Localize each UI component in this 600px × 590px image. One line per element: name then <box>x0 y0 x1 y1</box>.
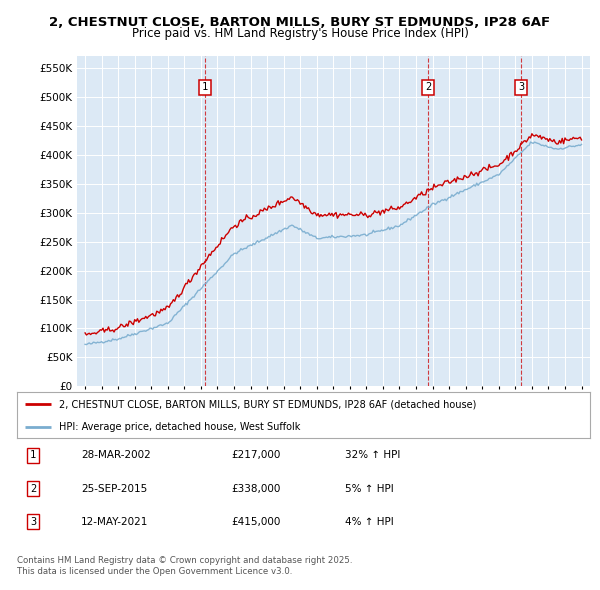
Text: 25-SEP-2015: 25-SEP-2015 <box>81 484 147 493</box>
Text: £217,000: £217,000 <box>231 451 280 460</box>
Text: 5% ↑ HPI: 5% ↑ HPI <box>345 484 394 493</box>
Text: 2: 2 <box>30 484 36 493</box>
Text: 2, CHESTNUT CLOSE, BARTON MILLS, BURY ST EDMUNDS, IP28 6AF (detached house): 2, CHESTNUT CLOSE, BARTON MILLS, BURY ST… <box>59 399 476 409</box>
Text: 28-MAR-2002: 28-MAR-2002 <box>81 451 151 460</box>
Text: 1: 1 <box>30 451 36 460</box>
Text: 3: 3 <box>30 517 36 526</box>
Text: Contains HM Land Registry data © Crown copyright and database right 2025.: Contains HM Land Registry data © Crown c… <box>17 556 352 565</box>
Text: This data is licensed under the Open Government Licence v3.0.: This data is licensed under the Open Gov… <box>17 566 292 576</box>
Text: 32% ↑ HPI: 32% ↑ HPI <box>345 451 400 460</box>
Text: 4% ↑ HPI: 4% ↑ HPI <box>345 517 394 526</box>
Text: £415,000: £415,000 <box>231 517 280 526</box>
Text: Price paid vs. HM Land Registry's House Price Index (HPI): Price paid vs. HM Land Registry's House … <box>131 27 469 40</box>
Text: 2: 2 <box>425 83 431 93</box>
Text: 12-MAY-2021: 12-MAY-2021 <box>81 517 148 526</box>
Text: 3: 3 <box>518 83 524 93</box>
Text: HPI: Average price, detached house, West Suffolk: HPI: Average price, detached house, West… <box>59 422 300 432</box>
Text: 2, CHESTNUT CLOSE, BARTON MILLS, BURY ST EDMUNDS, IP28 6AF: 2, CHESTNUT CLOSE, BARTON MILLS, BURY ST… <box>49 16 551 29</box>
Text: 1: 1 <box>202 83 208 93</box>
Text: £338,000: £338,000 <box>231 484 280 493</box>
